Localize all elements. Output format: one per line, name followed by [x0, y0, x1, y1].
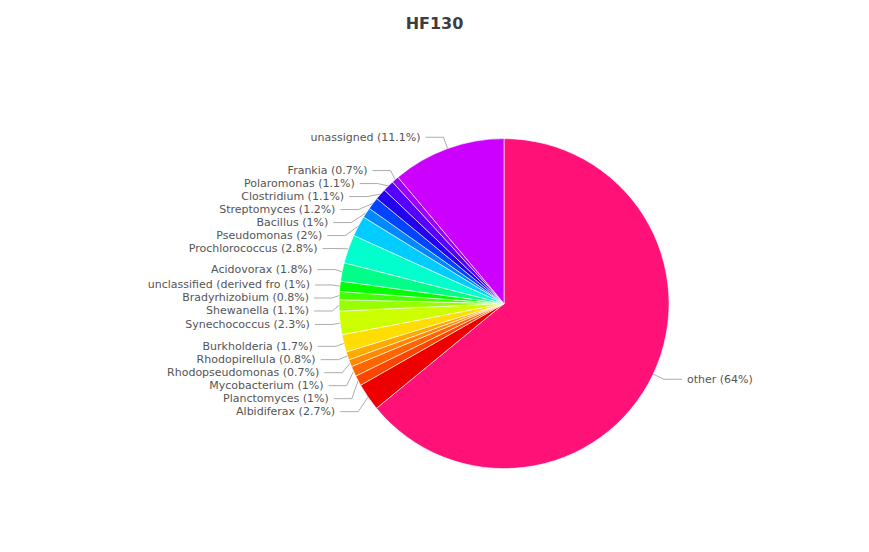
svg-text:other (64%): other (64%) [687, 373, 753, 386]
svg-text:Synechococcus (2.3%): Synechococcus (2.3%) [185, 318, 310, 331]
svg-text:Polaromonas (1.1%): Polaromonas (1.1%) [244, 177, 355, 190]
svg-text:Bradyrhizobium (0.8%): Bradyrhizobium (0.8%) [182, 291, 309, 304]
svg-text:Acidovorax (1.8%): Acidovorax (1.8%) [211, 263, 312, 276]
svg-text:Albidiferax (2.7%): Albidiferax (2.7%) [236, 405, 335, 418]
svg-text:Shewanella (1.1%): Shewanella (1.1%) [206, 304, 309, 317]
svg-text:Frankia (0.7%): Frankia (0.7%) [288, 164, 368, 177]
svg-text:Pseudomonas (2%): Pseudomonas (2%) [216, 229, 322, 242]
svg-text:Clostridium (1.1%): Clostridium (1.1%) [241, 190, 344, 203]
svg-text:Planctomyces (1%): Planctomyces (1%) [223, 392, 329, 405]
svg-text:Rhodopirellula (0.8%): Rhodopirellula (0.8%) [197, 353, 316, 366]
svg-text:unclassified (derived fro (1%): unclassified (derived fro (1%) [148, 278, 310, 291]
svg-text:Mycobacterium (1%): Mycobacterium (1%) [209, 379, 323, 392]
svg-text:unassigned (11.1%): unassigned (11.1%) [311, 131, 421, 144]
svg-text:HF130: HF130 [406, 14, 464, 33]
svg-text:Bacillus (1%): Bacillus (1%) [256, 216, 328, 229]
svg-text:Streptomyces (1.2%): Streptomyces (1.2%) [219, 203, 335, 216]
svg-text:Rhodopseudomonas (0.7%): Rhodopseudomonas (0.7%) [167, 366, 319, 379]
svg-text:Burkholderia (1.7%): Burkholderia (1.7%) [203, 340, 313, 353]
svg-text:Prochlorococcus (2.8%): Prochlorococcus (2.8%) [189, 242, 318, 255]
